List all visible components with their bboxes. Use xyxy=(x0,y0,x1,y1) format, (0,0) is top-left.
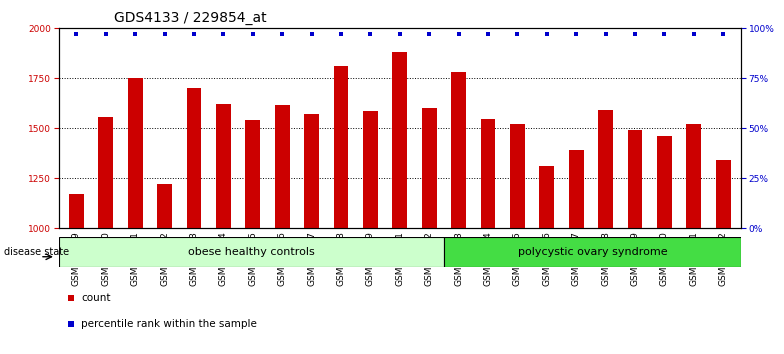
Point xyxy=(158,32,171,37)
Point xyxy=(629,32,641,37)
Point xyxy=(511,32,524,37)
Point xyxy=(570,32,583,37)
Bar xyxy=(687,124,701,228)
Text: disease state: disease state xyxy=(4,247,69,257)
Bar xyxy=(245,120,260,228)
Point xyxy=(65,295,78,301)
Bar xyxy=(445,237,741,267)
Point xyxy=(599,32,612,37)
Bar xyxy=(99,117,113,228)
Bar xyxy=(452,72,466,228)
Bar xyxy=(334,66,348,228)
Bar xyxy=(481,119,495,228)
Point xyxy=(100,32,112,37)
Point xyxy=(217,32,230,37)
Point xyxy=(659,32,671,37)
Text: obese healthy controls: obese healthy controls xyxy=(188,247,315,257)
Point xyxy=(540,32,553,37)
Bar xyxy=(716,160,731,228)
Bar xyxy=(628,130,642,228)
Bar xyxy=(216,104,230,228)
Bar xyxy=(128,78,143,228)
Point xyxy=(65,321,78,327)
Point xyxy=(187,32,200,37)
Point xyxy=(335,32,347,37)
Text: count: count xyxy=(81,293,111,303)
Point xyxy=(305,32,318,37)
Bar xyxy=(187,88,201,228)
Point xyxy=(717,32,729,37)
Bar xyxy=(539,166,554,228)
Point xyxy=(394,32,406,37)
Bar xyxy=(304,114,319,228)
Bar xyxy=(69,194,84,228)
Bar xyxy=(59,237,445,267)
Bar xyxy=(422,108,437,228)
Point xyxy=(423,32,435,37)
Point xyxy=(481,32,494,37)
Bar xyxy=(275,105,289,228)
Point xyxy=(452,32,465,37)
Bar xyxy=(393,52,407,228)
Point xyxy=(129,32,141,37)
Text: GDS4133 / 229854_at: GDS4133 / 229854_at xyxy=(114,11,267,25)
Point xyxy=(364,32,376,37)
Bar xyxy=(510,124,524,228)
Text: percentile rank within the sample: percentile rank within the sample xyxy=(81,319,256,330)
Point xyxy=(246,32,259,37)
Bar xyxy=(363,111,378,228)
Point xyxy=(688,32,700,37)
Point xyxy=(71,32,82,37)
Bar xyxy=(569,150,583,228)
Text: polycystic ovary syndrome: polycystic ovary syndrome xyxy=(517,247,667,257)
Bar xyxy=(598,110,613,228)
Bar xyxy=(657,136,672,228)
Point xyxy=(276,32,289,37)
Bar xyxy=(158,184,172,228)
